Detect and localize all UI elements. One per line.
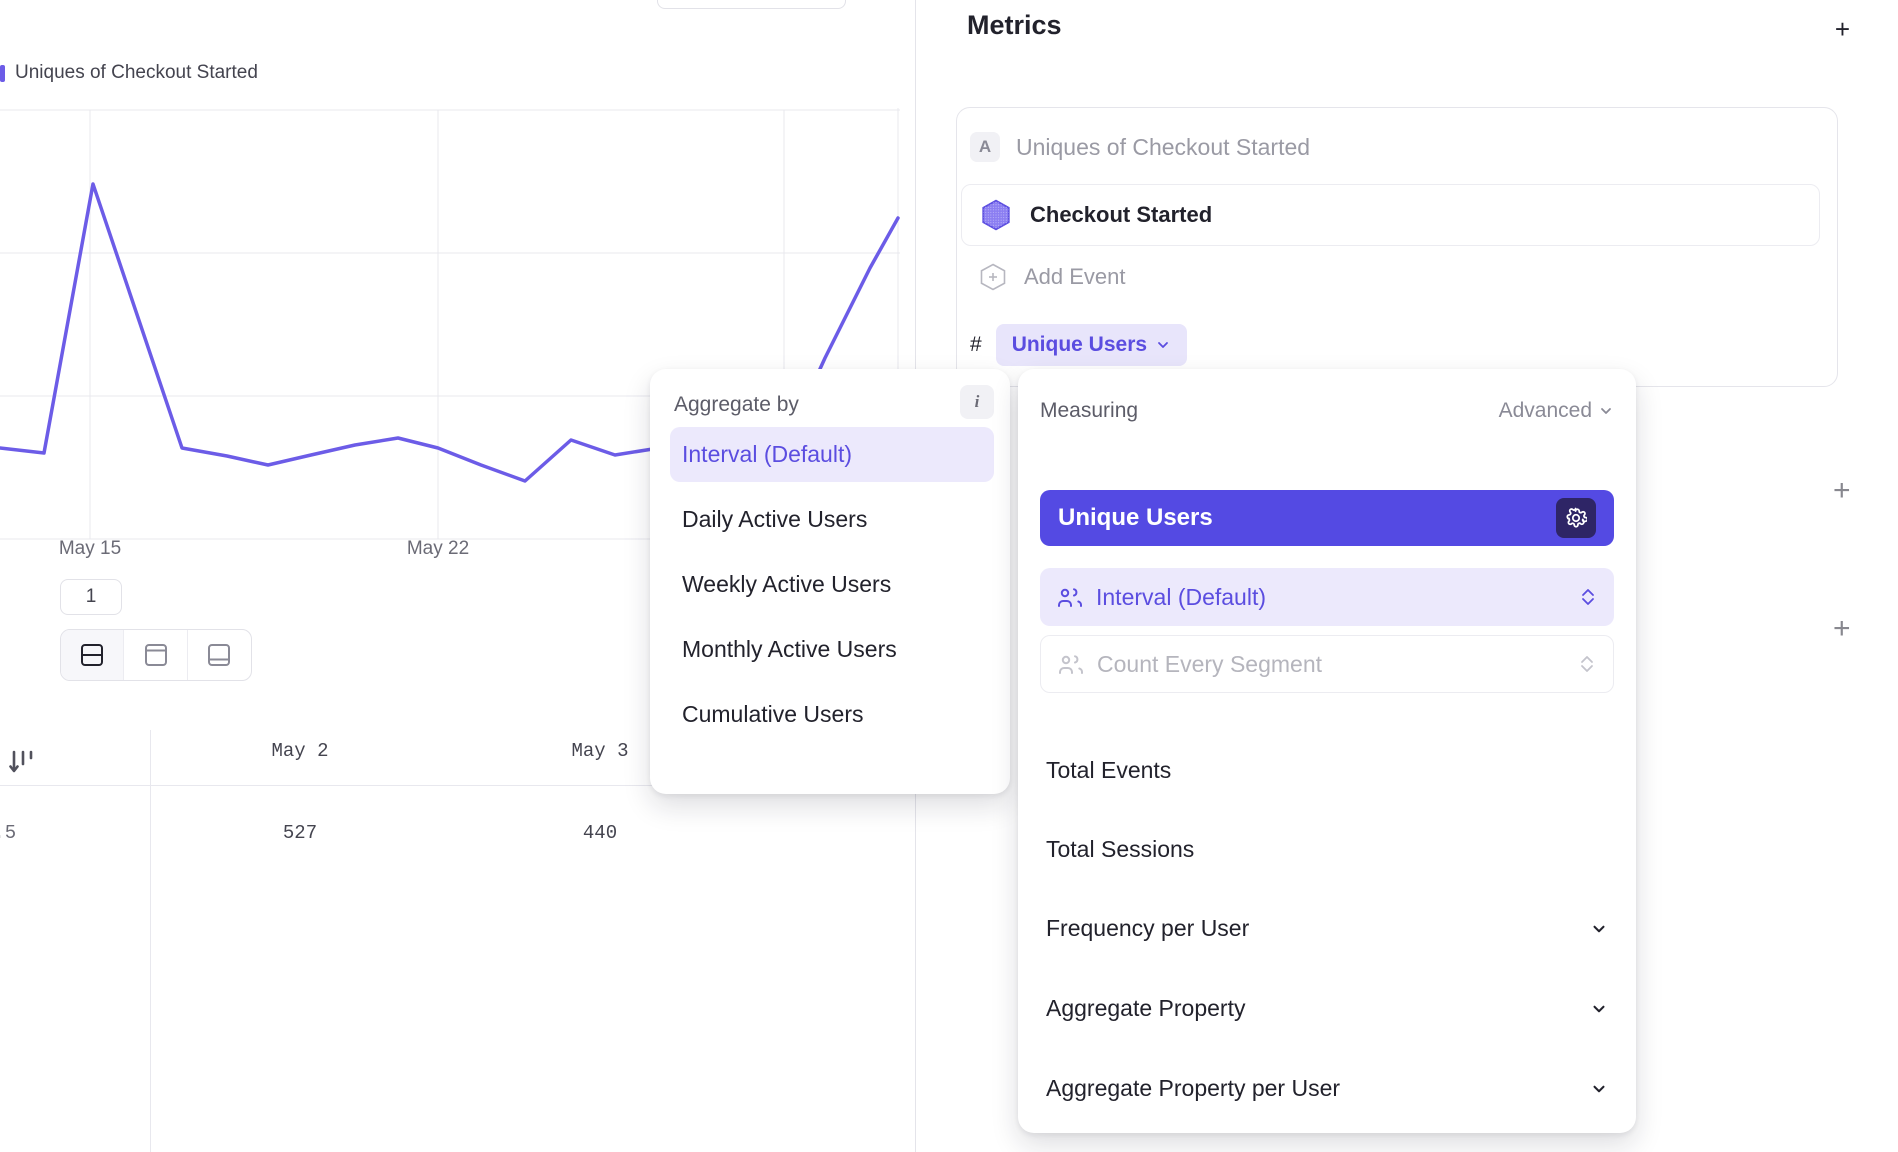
svg-text:May 15: May 15	[59, 538, 121, 558]
svg-text:May 22: May 22	[407, 538, 469, 558]
